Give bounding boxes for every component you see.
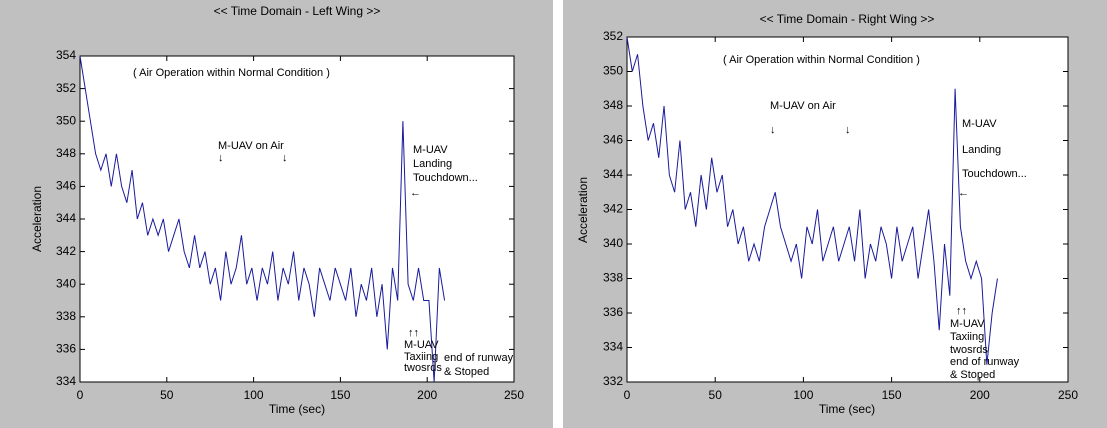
annotation: Landing: [962, 144, 1001, 156]
annotation: ←: [410, 187, 421, 199]
annotation: M-UAV on Air: [770, 100, 836, 112]
x-tick-label: 150: [882, 388, 902, 402]
y-tick-label: 344: [603, 167, 623, 181]
y-tick-label: 336: [56, 342, 76, 356]
x-axis-label: Time (sec): [819, 402, 875, 416]
y-tick-label: 338: [56, 309, 76, 323]
x-tick-label: 150: [330, 388, 350, 402]
x-tick-label: 0: [77, 388, 84, 402]
chart-title: << Time Domain - Left Wing >>: [214, 4, 381, 18]
annotation: ↓: [845, 124, 851, 136]
y-tick-label: 340: [56, 276, 76, 290]
y-axis-label: Acceleration: [576, 177, 590, 243]
y-tick-label: 352: [56, 81, 76, 95]
y-tick-label: 336: [603, 305, 623, 319]
y-tick-label: 350: [603, 64, 623, 78]
annotation: Taxiing: [404, 351, 438, 363]
data-line: [626, 36, 998, 365]
x-tick-label: 250: [1058, 388, 1078, 402]
y-tick-label: 332: [603, 374, 623, 388]
annotation: ( Air Operation within Normal Condition …: [723, 54, 920, 66]
annotation: M-UAV: [404, 339, 439, 351]
annotation: ↓: [282, 152, 288, 164]
data-line: [79, 55, 446, 383]
y-tick-label: 334: [603, 340, 623, 354]
x-axis-label: Time (sec): [269, 402, 325, 416]
annotation: ↑↑: [956, 305, 967, 317]
y-tick-label: 346: [56, 179, 76, 193]
annotation: end of runway: [444, 352, 514, 364]
x-tick-label: 200: [970, 388, 990, 402]
annotation: ←: [958, 187, 969, 199]
x-tick-label: 200: [417, 388, 437, 402]
annotation: Touchdown...: [413, 172, 478, 184]
y-tick-label: 340: [603, 236, 623, 250]
annotation: Touchdown...: [962, 168, 1027, 180]
y-tick-label: 342: [603, 202, 623, 216]
annotation: M-UAV: [950, 318, 985, 330]
x-tick-label: 50: [160, 388, 174, 402]
y-axis-label: Acceleration: [30, 186, 44, 252]
annotation: end of runway: [950, 356, 1020, 368]
x-tick-label: 0: [624, 388, 631, 402]
plot-area: [79, 55, 515, 383]
y-tick-label: 350: [56, 113, 76, 127]
annotation: ↓: [770, 124, 776, 136]
y-tick-label: 352: [603, 29, 623, 43]
x-tick-label: 250: [504, 388, 524, 402]
y-tick-label: 354: [56, 48, 76, 62]
annotation: M-UAV: [962, 118, 997, 130]
annotation: M-UAV: [413, 144, 448, 156]
x-tick-label: 50: [709, 388, 723, 402]
annotation: & Stoped: [444, 366, 489, 378]
annotation: & Stoped: [950, 369, 995, 381]
annotation: ↑↑: [408, 327, 419, 339]
annotation: M-UAV on Air: [218, 140, 284, 152]
x-tick-label: 100: [244, 388, 264, 402]
y-tick-label: 348: [603, 98, 623, 112]
annotation: ( Air Operation within Normal Condition …: [133, 67, 330, 79]
y-tick-label: 344: [56, 211, 76, 225]
annotation: twosrds: [950, 344, 988, 356]
y-tick-label: 334: [56, 374, 76, 388]
annotation: twosrds: [404, 362, 442, 374]
annotation: ↓: [218, 152, 224, 164]
annotation: Landing: [413, 158, 452, 170]
y-tick-label: 338: [603, 271, 623, 285]
y-tick-label: 348: [56, 146, 76, 160]
y-tick-label: 342: [56, 244, 76, 258]
annotation: Taxiing: [950, 331, 984, 343]
y-tick-label: 346: [603, 133, 623, 147]
x-tick-label: 100: [793, 388, 813, 402]
chart-title: << Time Domain - Right Wing >>: [760, 12, 935, 26]
